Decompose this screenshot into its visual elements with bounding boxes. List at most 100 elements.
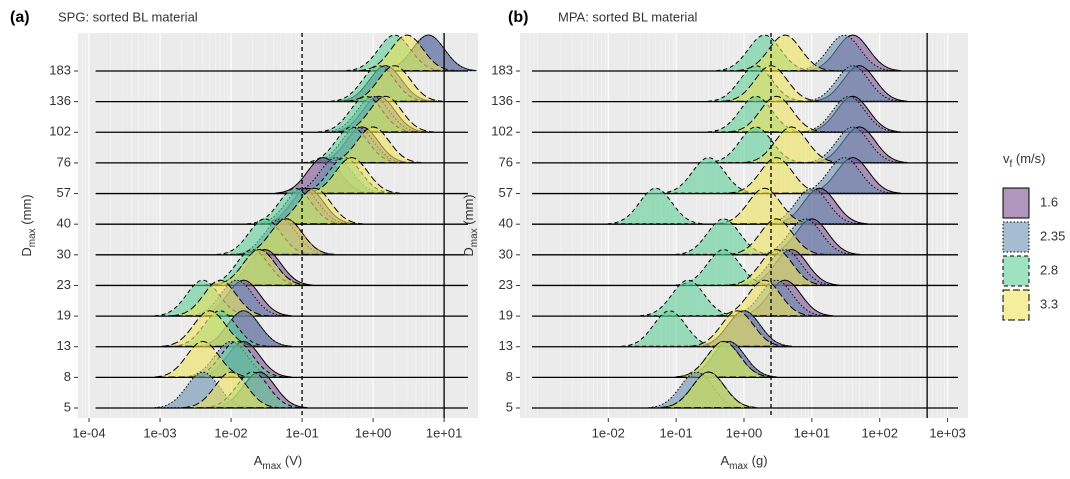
density-ridge [660, 156, 757, 194]
density-ridge [689, 310, 786, 347]
density-ridge [736, 34, 833, 72]
y-tick-label: 76 [57, 154, 71, 169]
density-ridge [716, 187, 813, 225]
y-tick-label: 40 [57, 216, 71, 231]
y-tick-label: 136 [49, 93, 71, 108]
x-axis-label: Amax (V) [254, 453, 303, 471]
chart-title: SPG: sorted BL material [58, 9, 198, 24]
density-ridge [728, 248, 825, 286]
x-tick-label: 1e+03 [929, 425, 966, 440]
y-tick-label: 13 [499, 338, 513, 353]
density-ridge [660, 371, 757, 409]
y-tick-label: 8 [506, 369, 513, 384]
density-ridge [804, 65, 901, 102]
density-ridge [325, 126, 422, 163]
x-tick-label: 1e-04 [72, 425, 105, 440]
y-tick-label: 102 [49, 124, 71, 139]
density-ridge [607, 187, 704, 225]
legend-key [1002, 255, 1030, 287]
y-tick-label: 30 [499, 246, 513, 261]
y-tick-label: 5 [506, 399, 513, 414]
y-tick-label: 19 [57, 308, 71, 323]
y-axis-label-main: D [19, 247, 34, 256]
x-tick-label: 1e+02 [861, 425, 898, 440]
legend-title-sub: f [1010, 159, 1013, 170]
y-axis-label-sub: max [27, 228, 38, 247]
x-axis-label-sub: max [262, 461, 281, 472]
x-axis-label-sub: max [729, 461, 748, 472]
density-ridge [171, 279, 269, 317]
density-ridge [743, 126, 840, 163]
y-tick-label: 57 [499, 185, 513, 200]
legend-title-rest: (m/s) [1012, 151, 1045, 166]
density-ridge [804, 126, 901, 163]
density-ridge [728, 218, 825, 255]
density-ridge [675, 248, 772, 286]
x-axis-label-rest: (V) [281, 453, 302, 468]
legend-key [1002, 289, 1030, 321]
x-tick-label: 1e+01 [426, 425, 463, 440]
density-ridge [266, 187, 363, 225]
panel-label: (b) [508, 9, 528, 26]
y-axis-label: Dmax (mm) [19, 194, 37, 256]
density-ridge [182, 371, 280, 409]
x-axis-label-main: A [720, 453, 729, 468]
x-axis-label-main: A [254, 453, 263, 468]
density-ridge [728, 95, 825, 133]
y-tick-label: 102 [491, 124, 513, 139]
density-ridge [675, 218, 772, 255]
legend-key [1002, 187, 1030, 219]
density-ridge [675, 340, 772, 378]
y-tick-label: 23 [499, 277, 513, 292]
density-ridge [621, 310, 718, 347]
y-tick-label: 30 [57, 246, 71, 261]
x-axis-label-rest: (g) [748, 453, 768, 468]
legend-label: 3.3 [1040, 296, 1058, 311]
density-ridge [716, 279, 813, 317]
y-tick-label: 23 [57, 277, 71, 292]
x-tick-label: 1e-03 [143, 425, 176, 440]
y-axis-label-sub: max [469, 228, 480, 247]
density-ridge [358, 34, 456, 72]
legend-title-main: v [1003, 151, 1010, 166]
density-ridge [800, 95, 897, 133]
y-axis-label-rest: (mm) [19, 194, 34, 228]
y-tick-label: 13 [57, 338, 71, 353]
x-tick-label: 1e-01 [285, 425, 318, 440]
legend-title: vf (m/s) [1003, 151, 1046, 169]
density-ridge [154, 340, 251, 378]
density-ridge [303, 156, 400, 194]
x-tick-label: 1e+01 [794, 425, 831, 440]
density-ridge [640, 279, 737, 317]
density-ridge [337, 95, 434, 133]
y-tick-label: 5 [64, 399, 71, 414]
y-tick-label: 40 [499, 216, 513, 231]
y-axis-label-rest: (mm) [461, 194, 476, 228]
x-tick-label: 1e+00 [355, 425, 392, 440]
x-axis-label: Amax (g) [720, 453, 767, 471]
y-axis-label: Dmax (mm) [461, 194, 479, 256]
legend-label: 2.35 [1040, 228, 1065, 243]
legend-key [1002, 221, 1030, 253]
y-axis-label-main: D [461, 247, 476, 256]
density-ridge [796, 34, 893, 72]
legend-label: 2.8 [1040, 262, 1058, 277]
y-tick-label: 183 [491, 62, 513, 77]
density-ridge [238, 218, 335, 255]
x-tick-label: 1e-02 [592, 425, 625, 440]
x-tick-label: 1e-01 [660, 425, 693, 440]
x-tick-label: 1e-02 [214, 425, 247, 440]
x-tick-label: 1e+00 [726, 425, 763, 440]
y-tick-label: 57 [57, 185, 71, 200]
panel-label: (a) [10, 9, 30, 26]
density-ridge [211, 248, 308, 286]
y-tick-label: 19 [499, 308, 513, 323]
y-tick-label: 136 [491, 93, 513, 108]
y-tick-label: 8 [64, 369, 71, 384]
legend-label: 1.6 [1040, 194, 1058, 209]
density-ridge [346, 65, 443, 102]
y-tick-label: 76 [499, 154, 513, 169]
density-ridge [796, 156, 893, 194]
y-tick-label: 183 [49, 62, 71, 77]
